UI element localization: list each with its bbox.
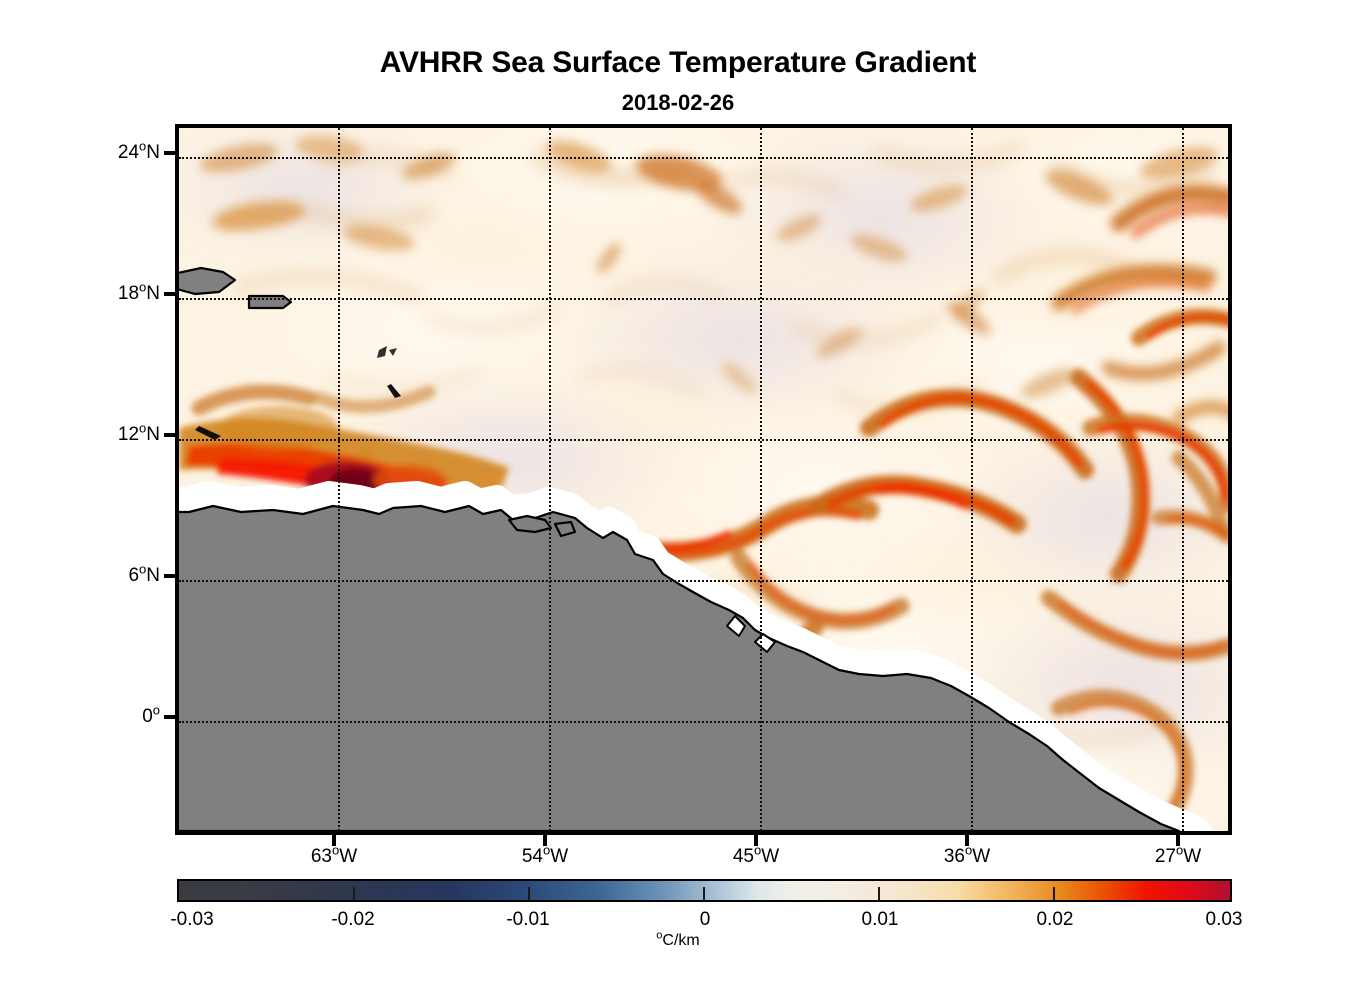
axis-label-lat-24: 24oN bbox=[117, 138, 160, 163]
axis-label-lon-63: 63oW bbox=[310, 842, 358, 867]
colorbar-tick-2 bbox=[528, 887, 530, 900]
axis-label-lon-54: 54oW bbox=[521, 842, 569, 867]
colorbar[interactable] bbox=[177, 879, 1232, 902]
axis-label-lat-12: 12oN bbox=[117, 420, 160, 445]
map-plot-area[interactable] bbox=[175, 124, 1232, 835]
tick-lat-24 bbox=[164, 151, 175, 155]
colorbar-tick-3 bbox=[703, 887, 705, 900]
tick-lat-6 bbox=[164, 574, 175, 578]
tick-lat-18 bbox=[164, 292, 175, 296]
colorbar-tick-5 bbox=[1053, 887, 1055, 900]
page-subtitle: 2018-02-26 bbox=[621, 90, 735, 115]
axis-label-lat-0: 0o bbox=[142, 702, 160, 727]
colorbar-label-1: -0.03 bbox=[170, 909, 214, 930]
colorbar-label-2: -0.02 bbox=[331, 909, 375, 930]
tick-lat-0 bbox=[164, 715, 175, 719]
colorbar-label-3: -0.01 bbox=[506, 909, 550, 930]
axis-label-lon-36: 36oW bbox=[943, 842, 991, 867]
tick-lat-12 bbox=[164, 433, 175, 437]
colorbar-tick-4 bbox=[878, 887, 880, 900]
axis-label-lon-27: 27oW bbox=[1154, 842, 1202, 867]
colorbar-label-5: 0.01 bbox=[861, 909, 899, 930]
axis-label-lat-6: 6oN bbox=[128, 561, 160, 586]
colorbar-unit-label: oC/km bbox=[656, 929, 700, 949]
colorbar-label-4: 0 bbox=[699, 909, 711, 930]
colorbar-tick-1 bbox=[353, 887, 355, 900]
map-raster bbox=[179, 128, 1228, 831]
page-title: AVHRR Sea Surface Temperature Gradient bbox=[379, 46, 977, 79]
axis-label-lon-45: 45oW bbox=[732, 842, 780, 867]
axis-label-lat-18: 18oN bbox=[117, 279, 160, 304]
sst-gradient-field bbox=[179, 128, 1228, 831]
colorbar-label-6: 0.02 bbox=[1036, 909, 1074, 930]
land-mass bbox=[179, 266, 1181, 831]
colorbar-label-7: 0.03 bbox=[1205, 909, 1243, 930]
